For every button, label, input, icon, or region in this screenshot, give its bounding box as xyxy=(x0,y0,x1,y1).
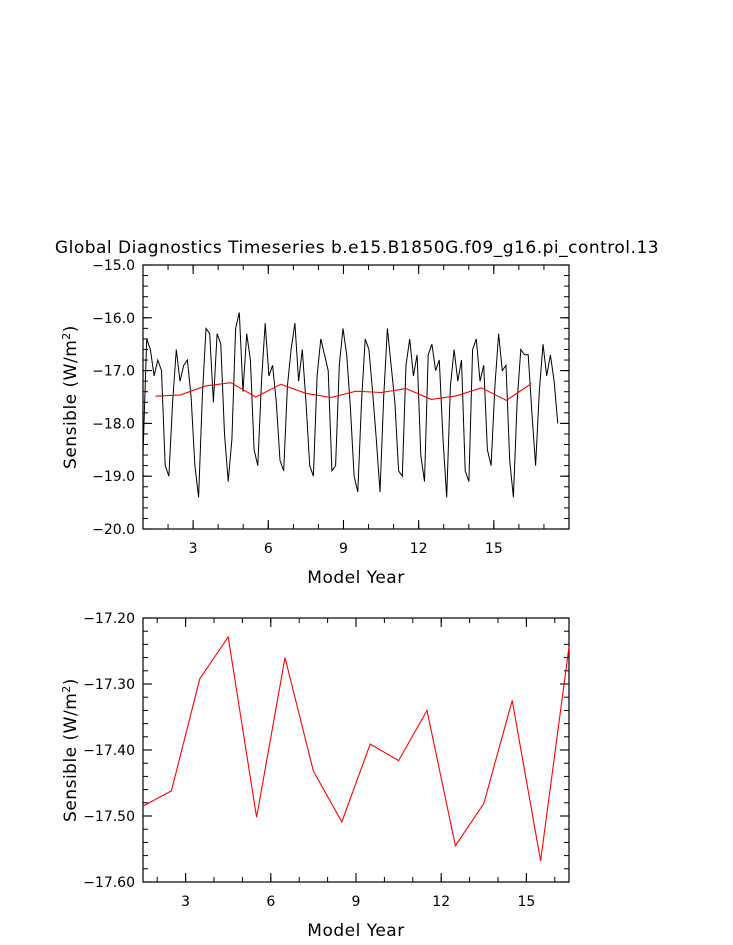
y-tick-label: −15.0 xyxy=(92,258,135,274)
annual-mean-series-line xyxy=(142,635,570,861)
y-tick-label: −20.0 xyxy=(92,522,135,538)
x-tick-label: 12 xyxy=(432,894,450,910)
y-tick-label: −17.60 xyxy=(83,875,135,891)
x-tick-label: 3 xyxy=(181,894,190,910)
annual-mean-series-line xyxy=(155,382,532,402)
x-axis-label: Model Year xyxy=(307,921,404,941)
x-tick-label: 9 xyxy=(352,894,361,910)
y-axis-label: Sensible (W/m2) xyxy=(60,325,82,469)
top-panel: −20.0 −19.0 −18.0 −17.0 −16.0 −15.0 3 6 9 12 15 Mod… xyxy=(60,258,570,588)
y-tick-label: −17.50 xyxy=(83,809,135,825)
x-tick-label: 9 xyxy=(339,541,348,557)
x-tick-label: 3 xyxy=(189,541,198,557)
x-tick-label: 6 xyxy=(266,894,275,910)
x-tick-label: 15 xyxy=(485,541,503,557)
y-tick-label: −16.0 xyxy=(92,311,135,327)
x-tick-label: 6 xyxy=(264,541,273,557)
y-tick-label: −17.30 xyxy=(83,677,135,693)
x-tick-label: 15 xyxy=(517,894,535,910)
monthly-series-line xyxy=(142,312,559,498)
y-tick-label: −17.20 xyxy=(83,611,135,627)
x-axis-label: Model Year xyxy=(307,568,404,588)
plot-frame xyxy=(142,264,570,530)
x-tick-label: 12 xyxy=(410,541,428,557)
y-tick-label: −18.0 xyxy=(92,416,135,432)
y-axis-label: Sensible (W/m2) xyxy=(60,678,82,822)
plot-frame xyxy=(142,617,570,883)
y-tick-label: −17.0 xyxy=(92,364,135,380)
figure-title: Global Diagnostics Timeseries b.e15.B185… xyxy=(55,238,659,258)
bottom-panel: −17.60 −17.50 −17.40 −17.30 −17.20 3 6 9 12 15 Mod… xyxy=(60,611,570,941)
y-tick-label: −17.40 xyxy=(83,743,135,759)
y-tick-label: −19.0 xyxy=(92,469,135,485)
